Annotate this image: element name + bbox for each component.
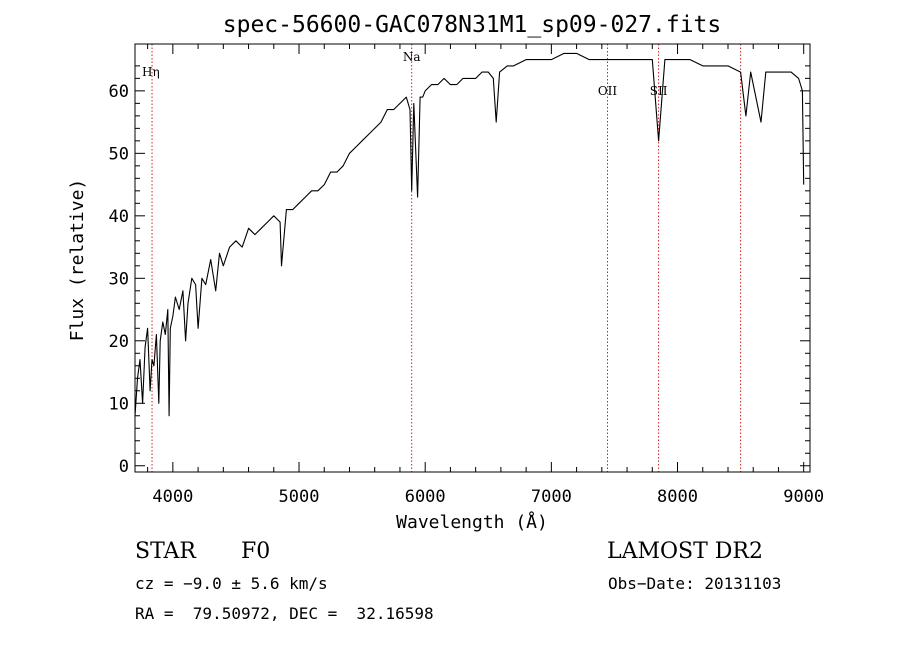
x-tick-label: 5000	[279, 487, 320, 507]
spectral-line-label: Hη	[142, 65, 160, 79]
survey-label: LAMOST DR2	[607, 539, 763, 564]
x-tick-label: 9000	[783, 487, 824, 507]
spectrum-line	[134, 52, 805, 417]
y-axis-label: Flux (relative)	[67, 179, 88, 342]
x-tick-label: 4000	[152, 487, 193, 507]
chart-title: spec-56600-GAC078N31M1_sp09-027.fits	[223, 12, 722, 38]
spectral-line-markers: Hη Na OII SII	[142, 44, 742, 472]
y-tick-label: 0	[119, 457, 129, 477]
x-tick-label: 8000	[657, 487, 698, 507]
x-tick-label: 7000	[531, 487, 572, 507]
redshift-velocity: cz = −9.0 ± 5.6 km/s	[135, 574, 328, 593]
spectrum-series	[134, 52, 805, 417]
y-tick-label: 60	[109, 82, 129, 102]
sky-coordinates: RA = 79.50972, DEC = 32.16598	[135, 604, 434, 623]
plot-frame	[134, 43, 811, 473]
spectral-line-label: SII	[650, 84, 668, 98]
x-axis-ticks: 4000 5000 6000 7000 8000 9000	[147, 44, 824, 507]
spectral-line-label: OII	[598, 84, 618, 98]
y-tick-label: 30	[109, 269, 129, 289]
spectral-line-label: Na	[403, 50, 421, 64]
x-tick-label: 6000	[405, 487, 446, 507]
y-axis-ticks: 0 10 20 30 40 50 60	[109, 65, 810, 477]
x-axis-label: Wavelength (Å)	[396, 511, 548, 533]
object-subclass: F0	[241, 539, 271, 564]
y-tick-label: 20	[109, 332, 129, 352]
object-type: STAR	[135, 539, 196, 564]
observation-date: Obs−Date: 20131103	[608, 574, 782, 593]
y-tick-label: 40	[109, 207, 129, 227]
y-tick-label: 50	[109, 144, 129, 164]
y-tick-label: 10	[109, 394, 129, 414]
